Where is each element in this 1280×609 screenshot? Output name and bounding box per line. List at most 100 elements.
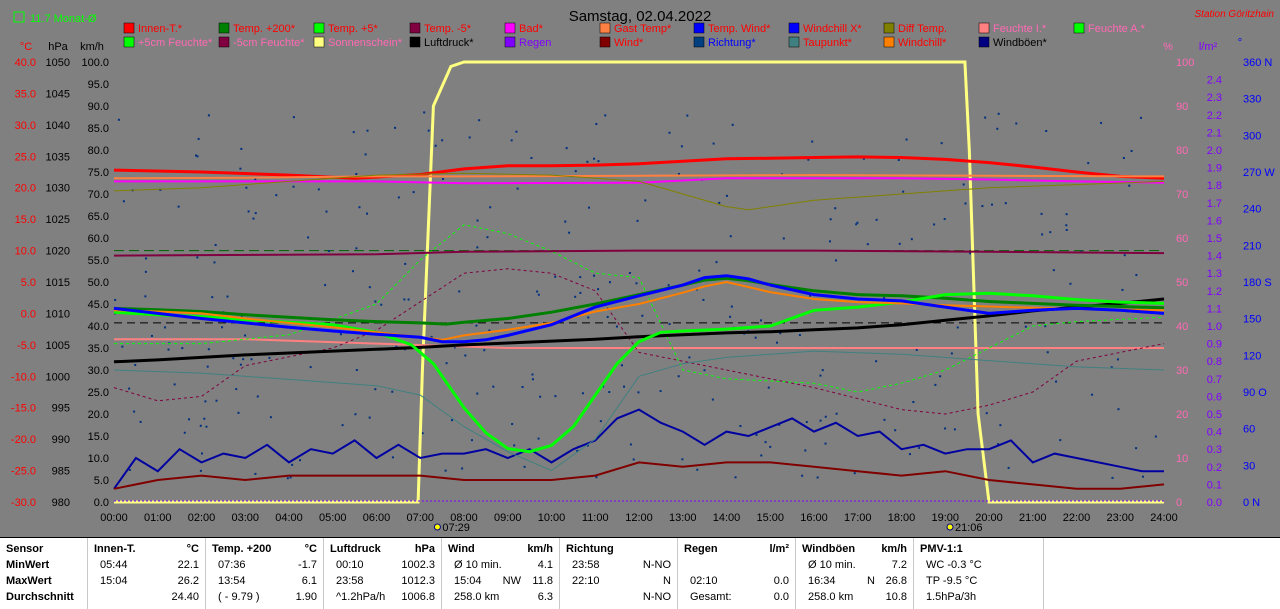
direction-dot [423,111,426,114]
time-tick-label: 07:00 [406,512,434,524]
direction-dot [883,418,886,421]
direction-dot [686,114,689,117]
kmh-tick-label: 90.0 [88,101,109,113]
stats-cell-row: 00:10 1002.3 [330,557,435,573]
direction-dot [397,196,400,199]
direction-dot [730,305,733,308]
sunrise-icon [433,523,441,531]
temp-tick-label: 5.0 [21,277,36,289]
stats-cell-time: 16:34 [808,575,836,587]
stats-cell-row: 24.40 [94,589,199,605]
stats-cell-time: WC -0.3 °C [926,559,982,571]
pct-axis-title: % [1163,41,1173,53]
direction-dot [574,295,577,298]
direction-dot [407,298,410,301]
direction-dot [754,336,757,339]
legend-swatch [883,36,895,48]
direction-dot [1091,393,1094,396]
direction-dot [133,410,136,413]
direction-dot [470,439,473,442]
direction-dot [476,219,479,222]
kmh-tick-label: 65.0 [88,211,109,223]
stats-cell-time: 22:10 [572,575,600,587]
stats-row-labels: Sensor MinWert MaxWert Durchschnitt [0,538,88,609]
legend-swatch [599,22,611,34]
stats-cell-value: 10.8 [885,591,907,603]
direction-dot [464,354,467,357]
direction-dot [769,445,772,448]
time-tick-label: 09:00 [494,512,522,524]
direction-dot [997,443,1000,446]
direction-dot [593,157,596,160]
direction-dot [835,412,838,415]
rain-tick-label: 1.4 [1207,251,1222,263]
stats-column-header: Innen-T. °C [94,541,199,557]
stats-cell-time: 13:54 [218,575,246,587]
temperature-line [113,249,1165,257]
direction-dot [637,391,640,394]
kmh-tick-label: 75.0 [88,167,109,179]
stats-column: Temp. +200 °C 07:36 -1.7 13:54 6.1 ( - 9.79 ) 1… [206,538,324,609]
legend-swatch [218,36,230,48]
direction-dot [1111,476,1114,479]
stats-cell-value: N [663,575,671,587]
direction-dot [412,191,415,194]
direction-dot [206,365,209,368]
stats-cell-time: Gesamt: [690,591,732,603]
dir-tick-label: 330 [1243,94,1261,106]
legend-swatch [788,36,800,48]
direction-dot [905,138,908,141]
time-tick-label: 22:00 [1063,512,1091,524]
direction-dot [197,137,200,140]
direction-dot [778,423,781,426]
humidity-line [114,224,1165,393]
direction-dot [824,415,827,418]
temp-axis-title: °C [20,41,32,53]
direction-dot [537,437,540,440]
direction-dot [597,160,600,163]
stats-cell-time: 00:10 [336,559,364,571]
stats-cell-value: 26.2 [177,575,199,587]
direction-dot [990,203,993,206]
direction-dot [211,296,214,299]
direction-dot [247,210,250,213]
stats-cell-time: Ø 10 min. [808,559,856,571]
stats-cell-time: 258.0 km [808,591,854,603]
legend-swatch [693,36,705,48]
rain-tick-label: 0.2 [1207,462,1222,474]
legend-swatch [978,36,990,48]
time-tick-label: 16:00 [800,512,828,524]
pct-tick-label: 30 [1176,365,1188,377]
direction-dot [531,378,534,381]
rain-tick-label: 0.8 [1207,356,1222,368]
legend-swatch [218,22,230,34]
stats-label-sensor: Sensor [6,543,44,555]
direction-dot [341,424,344,427]
humidity-line [114,338,1164,349]
stats-cell-row: 15:04 NW 11.8 [448,573,553,589]
direction-dot [593,274,596,277]
direction-dot [816,476,819,479]
direction-dot [354,413,357,416]
axis-titles: °C hPa km/h % l/m² ° [20,37,1242,53]
direction-dot [450,419,453,422]
direction-dot [515,130,518,133]
legend-label: Temp. +5* [328,23,379,35]
legend-label: Wind* [614,37,644,49]
legend-label: Temp. -5* [424,23,472,35]
direction-dot [943,218,946,221]
time-tick-label: 02:00 [188,512,216,524]
direction-dot [595,476,598,479]
stats-cell-time: 1.5hPa/3h [926,591,977,603]
direction-dot [910,238,913,241]
stats-cell-value: 1012.3 [401,575,435,587]
direction-dot [856,221,859,224]
direction-dot [1055,380,1058,383]
direction-dot [444,469,447,472]
rain-tick-label: 1.1 [1207,303,1222,315]
hpa-tick-label: 1010 [46,308,70,320]
stats-column-unit: °C [304,543,317,555]
direction-dot [307,236,310,239]
hpa-tick-label: 1025 [46,214,70,226]
direction-dot [289,476,292,479]
